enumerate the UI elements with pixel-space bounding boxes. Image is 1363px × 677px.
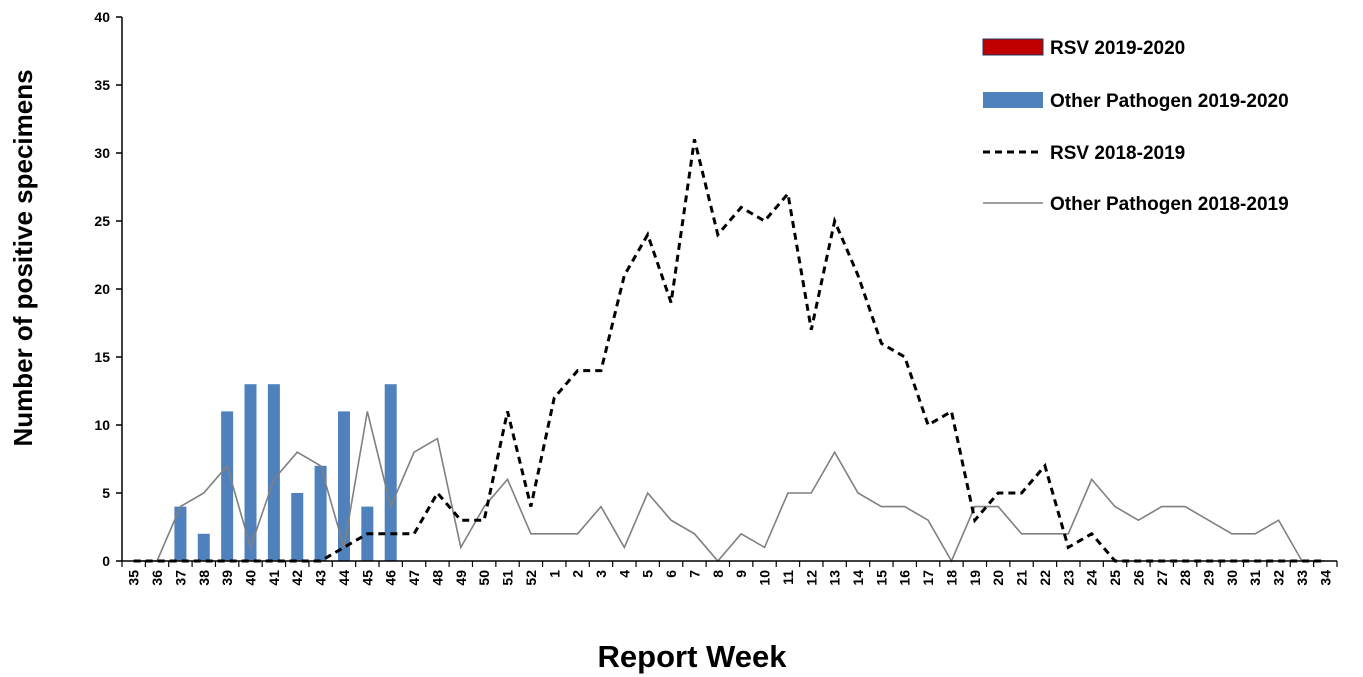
other-pathogen-2018-2019-line-group <box>133 411 1326 563</box>
x-tick-label: 28 <box>1177 570 1193 586</box>
y-tick-label: 15 <box>94 349 110 365</box>
x-tick-label: 17 <box>920 570 936 586</box>
x-tick-label: 46 <box>383 570 399 586</box>
other-pathogen-2019-2020-bar <box>267 384 280 561</box>
x-tick-label: 16 <box>897 570 913 586</box>
x-tick-label: 24 <box>1084 570 1100 586</box>
x-tick-label: 12 <box>803 570 819 586</box>
y-tick-label: 0 <box>102 553 110 569</box>
x-tick-label: 32 <box>1271 570 1287 586</box>
x-tick-label: 45 <box>359 570 375 586</box>
x-tick-label: 3 <box>593 570 609 578</box>
x-tick-label: 49 <box>453 570 469 586</box>
x-tick-label: 14 <box>850 570 866 586</box>
x-tick-label: 38 <box>196 570 212 586</box>
y-tick-label: 20 <box>94 281 110 297</box>
y-tick-label: 40 <box>94 9 110 25</box>
legend-swatch-other-pathogen-2019-2020 <box>983 92 1043 108</box>
y-tick-label: 10 <box>94 417 110 433</box>
other-pathogen-2019-2020-bar <box>174 506 187 561</box>
other-pathogen-2019-2020-bars <box>174 384 397 561</box>
other-pathogen-2019-2020-bar <box>244 384 257 561</box>
x-tick-label: 22 <box>1037 570 1053 586</box>
x-tick-label: 2 <box>570 570 586 578</box>
x-tick-label: 33 <box>1294 570 1310 586</box>
y-tick-label: 30 <box>94 145 110 161</box>
x-axis-title: Report Week <box>598 639 788 674</box>
x-tick-label: 5 <box>640 570 656 578</box>
x-tick-label: 35 <box>126 570 142 586</box>
x-tick-label: 1 <box>546 570 562 578</box>
x-tick-label: 34 <box>1317 570 1333 586</box>
x-tick-label: 52 <box>523 570 539 586</box>
y-tick-label: 35 <box>94 77 110 93</box>
other-pathogen-2019-2020-bar <box>197 533 210 561</box>
x-tick-label: 18 <box>943 570 959 586</box>
x-tick-label: 8 <box>710 570 726 578</box>
x-axis-ticks: 35 36 37 38 39 40 41 42 43 44 45 46 47 48 49 50 51 52 1 2 3 4… <box>121 561 1338 586</box>
other-pathogen-2019-2020-bar <box>314 465 327 561</box>
x-tick-label: 30 <box>1224 570 1240 586</box>
x-tick-label: 44 <box>336 570 352 586</box>
x-tick-label: 47 <box>406 570 422 586</box>
other-pathogen-2019-2020-bar <box>221 411 234 561</box>
y-tick-label: 25 <box>94 213 110 229</box>
y-axis-title: Number of positive specimens <box>8 69 38 446</box>
other-pathogen-2018-2019-line <box>133 411 1326 563</box>
y-axis-ticks: 0 5 10 15 20 25 30 35 40 <box>94 9 122 569</box>
x-tick-label: 4 <box>616 570 632 578</box>
x-tick-label: 42 <box>289 570 305 586</box>
x-tick-label: 37 <box>172 570 188 586</box>
legend-label-other-pathogen-2019-2020: Other Pathogen 2019-2020 <box>1050 91 1289 112</box>
x-tick-label: 6 <box>663 570 679 578</box>
legend-swatch-rsv-2019-2020 <box>982 38 1044 56</box>
x-tick-label: 25 <box>1107 570 1123 586</box>
legend-label-rsv-2019-2020: RSV 2019-2020 <box>1050 38 1185 59</box>
x-tick-label: 39 <box>219 570 235 586</box>
x-tick-label: 20 <box>990 570 1006 586</box>
legend-label-rsv-2018-2019: RSV 2018-2019 <box>1050 143 1185 164</box>
x-tick-label: 13 <box>827 570 843 586</box>
x-tick-label: 23 <box>1060 570 1076 586</box>
x-tick-label: 27 <box>1154 570 1170 586</box>
x-tick-label: 51 <box>500 570 516 586</box>
x-tick-label: 29 <box>1200 570 1216 586</box>
x-tick-label: 15 <box>873 570 889 586</box>
x-tick-label: 50 <box>476 570 492 586</box>
other-pathogen-2019-2020-bar <box>384 384 397 561</box>
x-tick-label: 9 <box>733 570 749 578</box>
x-tick-label: 26 <box>1130 570 1146 586</box>
y-tick-label: 5 <box>102 485 110 501</box>
legend: RSV 2019-2020 Other Pathogen 2019-2020 RSV… <box>982 38 1289 215</box>
legend-label-other-pathogen-2018-2019: Other Pathogen 2018-2019 <box>1050 194 1289 215</box>
x-tick-label: 7 <box>686 570 702 578</box>
other-pathogen-2019-2020-bar <box>337 411 350 561</box>
x-tick-label: 31 <box>1247 570 1263 586</box>
x-tick-label: 21 <box>1014 570 1030 586</box>
x-tick-label: 11 <box>780 570 796 585</box>
other-pathogen-2019-2020-bar <box>291 493 304 561</box>
x-tick-label: 36 <box>149 570 165 586</box>
x-tick-label: 41 <box>266 570 282 586</box>
x-tick-label: 43 <box>313 570 329 586</box>
x-tick-label: 40 <box>243 570 259 586</box>
x-tick-label: 19 <box>967 570 983 586</box>
x-tick-label: 10 <box>757 570 773 586</box>
x-tick-label: 48 <box>429 570 445 586</box>
